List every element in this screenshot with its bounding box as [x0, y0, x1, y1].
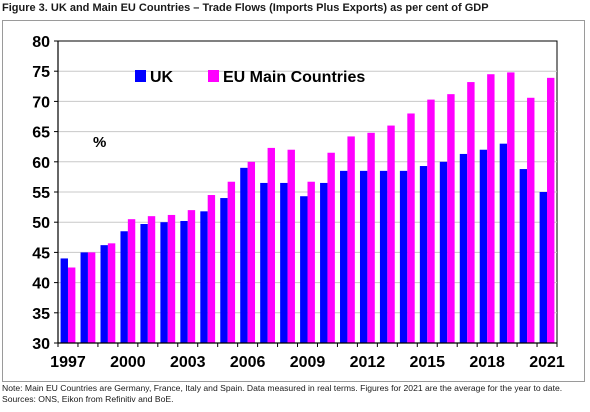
bar-eu-1997: [67, 267, 76, 343]
x-tick-label-2009: 2009: [290, 354, 326, 371]
legend-swatch-eu: [208, 70, 219, 82]
bar-eu-2002: [167, 214, 176, 343]
x-tick-label-2021: 2021: [529, 354, 565, 371]
figure-title: Figure 3. UK and Main EU Countries – Tra…: [2, 2, 489, 14]
y-tick-label-80: 80: [32, 34, 50, 51]
x-tick-label-2006: 2006: [230, 354, 266, 371]
bar-uk-2001: [140, 224, 148, 343]
bar-uk-1997: [60, 258, 68, 343]
bar-uk-2012: [359, 170, 368, 343]
bar-eu-2016: [447, 94, 455, 344]
y-tick-label-35: 35: [32, 306, 50, 323]
y-tick-label-45: 45: [32, 245, 50, 262]
bar-eu-2014: [407, 113, 415, 343]
bar-eu-2017: [467, 82, 475, 343]
y-tick-label-75: 75: [32, 64, 50, 81]
bar-uk-2003: [180, 220, 188, 343]
bar-eu-2015: [427, 99, 435, 343]
bar-uk-1998: [80, 252, 88, 343]
bar-uk-2015: [419, 166, 428, 343]
y-tick-label-40: 40: [32, 276, 50, 293]
bar-uk-2008: [280, 182, 288, 343]
bar-eu-2021: [547, 77, 555, 343]
bar-uk-2007: [260, 182, 268, 343]
bar-eu-2020: [527, 97, 535, 343]
chart-frame: 30 35 40 45 50 55 60 65 70 75 80 1997 2000 2003 2006 20…: [2, 20, 585, 382]
legend-label-eu: EU Main Countries: [223, 69, 365, 86]
bar-eu-2005: [227, 181, 236, 343]
bar-eu-2012: [367, 132, 375, 343]
y-tick-label-30: 30: [32, 336, 50, 353]
x-tick-label-2015: 2015: [409, 354, 445, 371]
bar-uk-2010: [320, 182, 328, 343]
bar-eu-2006: [247, 161, 256, 343]
bar-eu-2009: [307, 181, 315, 343]
bar-uk-2021: [539, 192, 548, 343]
bar-uk-2006: [240, 167, 248, 343]
bar-eu-2013: [387, 125, 395, 343]
bar-uk-2019: [499, 143, 508, 343]
trade-flows-bar-chart: 30 35 40 45 50 55 60 65 70 75 80 1997 2000 2003 2006 20…: [32, 34, 565, 371]
bar-uk-2004: [200, 211, 208, 343]
bar-uk-2018: [479, 149, 488, 343]
bar-uk-2000: [120, 231, 128, 343]
bar-eu-2004: [207, 195, 216, 343]
bar-eu-2007: [267, 147, 275, 343]
y-tick-label-55: 55: [32, 185, 50, 202]
bar-uk-2016: [439, 161, 448, 343]
bar-eu-2019: [507, 72, 515, 343]
x-tick-label-2018: 2018: [469, 354, 505, 371]
bar-uk-2017: [459, 153, 468, 343]
y-tick-label-65: 65: [32, 125, 50, 142]
bar-uk-2020: [519, 169, 528, 343]
y-tick-label-60: 60: [32, 155, 50, 172]
x-tick-label-2000: 2000: [110, 354, 146, 371]
bar-eu-2018: [487, 74, 495, 343]
figure-note: Note: Main EU Countries are Germany, Fra…: [2, 383, 563, 404]
bar-uk-2009: [300, 196, 308, 343]
bar-eu-2001: [147, 216, 156, 343]
bar-uk-2002: [160, 222, 168, 343]
bar-uk-1999: [100, 245, 108, 343]
bar-eu-1998: [87, 252, 96, 343]
bar-eu-2000: [127, 219, 136, 343]
bar-eu-2011: [347, 136, 355, 343]
bar-eu-1999: [107, 243, 116, 343]
x-tick-label-2003: 2003: [170, 354, 206, 371]
bar-eu-2003: [187, 210, 196, 343]
y-tick-label-50: 50: [32, 215, 50, 232]
legend-label-uk: UK: [150, 69, 174, 86]
bar-eu-2008: [287, 149, 295, 343]
bar-uk-2005: [220, 198, 228, 343]
bar-eu-2010: [327, 152, 335, 343]
unit-label: %: [93, 134, 106, 151]
bar-uk-2011: [340, 170, 348, 343]
x-tick-label-1997: 1997: [50, 354, 86, 371]
bar-uk-2014: [399, 170, 408, 343]
y-tick-label-70: 70: [32, 94, 50, 111]
bar-uk-2013: [379, 170, 388, 343]
legend-swatch-uk: [135, 70, 146, 82]
x-tick-label-2012: 2012: [350, 354, 386, 371]
